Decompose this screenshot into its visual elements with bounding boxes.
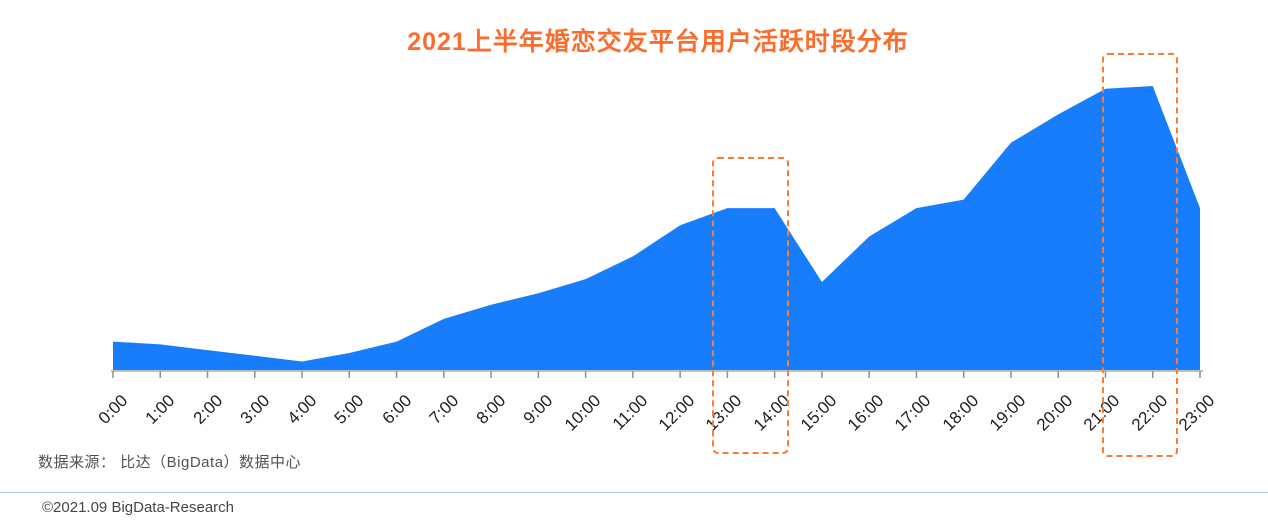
- copyright-note: ©2021.09 BigData-Research: [42, 499, 234, 516]
- data-source-note: 数据来源： 比达（BigData）数据中心: [38, 454, 302, 471]
- chart-title: 2021上半年婚恋交友平台用户活跃时段分布: [407, 28, 909, 56]
- highlight-box-1300-1400: [712, 157, 789, 454]
- footer-divider: [0, 492, 1268, 493]
- activity-area-series: [113, 86, 1200, 370]
- highlight-box-2100-2200: [1102, 53, 1178, 457]
